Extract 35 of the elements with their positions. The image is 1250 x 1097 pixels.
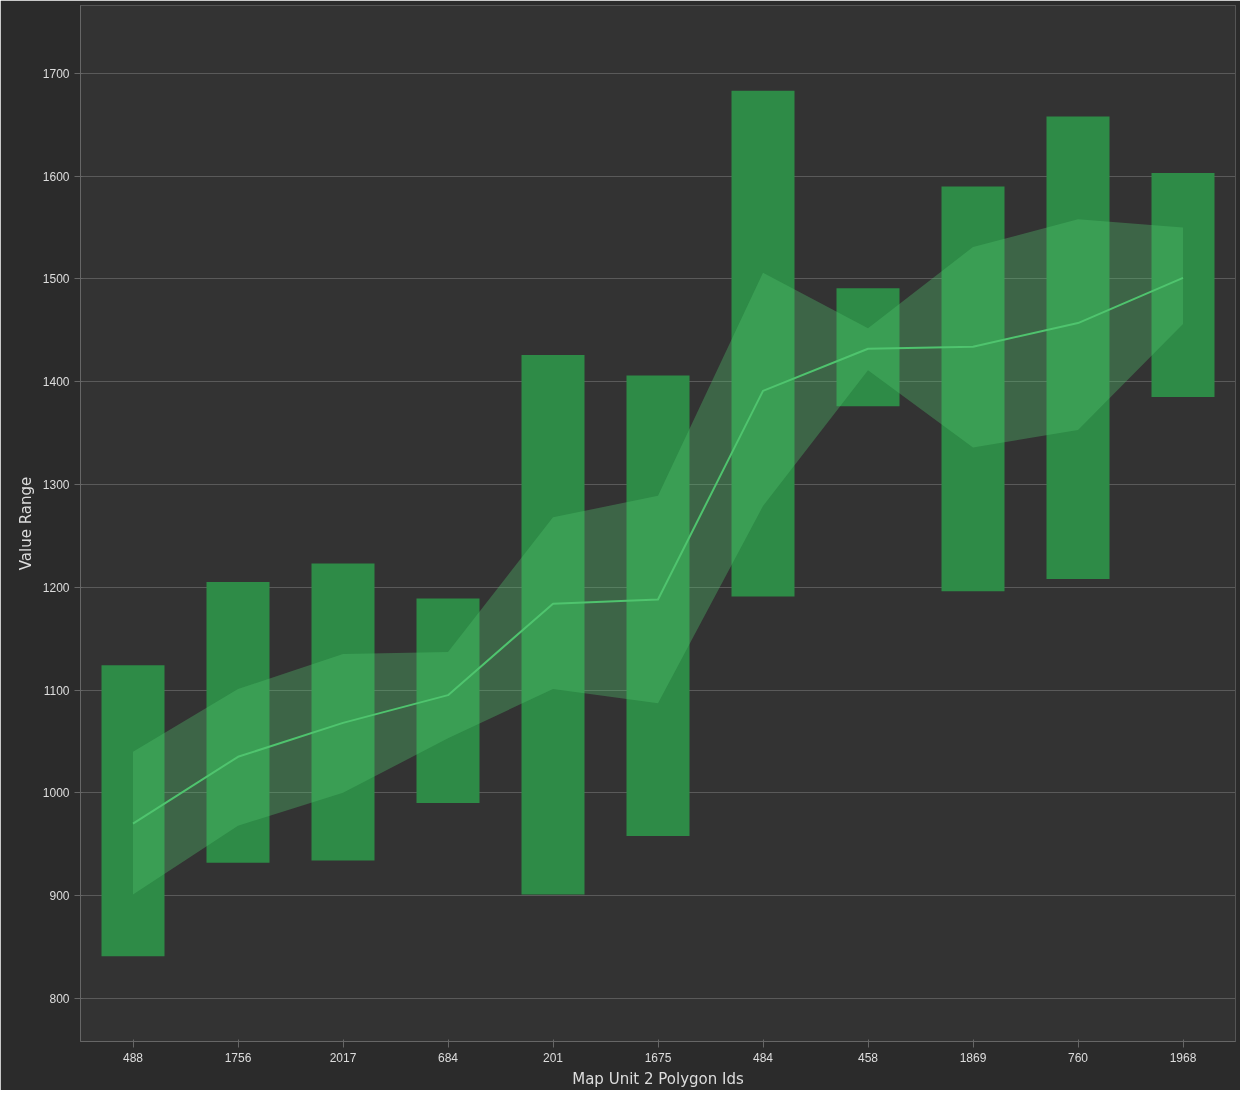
bar (1151, 173, 1215, 398)
x-tick-label: 2017 (329, 1050, 357, 1065)
bar (941, 186, 1005, 592)
y-tick-label: 1500 (42, 272, 70, 287)
x-tick-label: 1869 (959, 1050, 987, 1065)
bar (206, 582, 270, 863)
bar (101, 665, 165, 957)
bar (416, 598, 480, 804)
x-tick-label: 458 (857, 1050, 879, 1065)
bar (1046, 116, 1110, 579)
bar (836, 288, 900, 407)
line-series (132, 276, 1184, 825)
x-axis-title: Map Unit 2 Polygon Ids (572, 1069, 744, 1088)
x-tick-label: 1675 (644, 1050, 672, 1065)
x-tick-label: 488 (122, 1050, 144, 1065)
y-tick-label: 1100 (43, 683, 70, 698)
y-tick-label: 1400 (42, 375, 70, 390)
y-tick-label: 1600 (42, 169, 70, 184)
y-tick-label: 1700 (42, 66, 70, 81)
bar (521, 354, 585, 895)
bar (731, 90, 795, 597)
x-tick-label: 201 (542, 1050, 564, 1065)
x-tick-label: 1756 (224, 1050, 252, 1065)
y-tick-label: 1200 (42, 580, 70, 595)
x-tick-label: 484 (752, 1050, 774, 1065)
y-tick-label: 1300 (42, 477, 70, 492)
x-tick-label: 760 (1067, 1050, 1089, 1065)
bar (311, 563, 375, 861)
bar (626, 375, 690, 836)
y-tick-label: 800 (49, 991, 70, 1006)
x-tick-label: 684 (437, 1050, 459, 1065)
y-tick-label: 900 (49, 889, 70, 904)
y-tick-label: 1000 (42, 786, 70, 801)
x-tick-label: 1968 (1169, 1050, 1197, 1065)
y-axis-title: Value Range (16, 476, 35, 571)
